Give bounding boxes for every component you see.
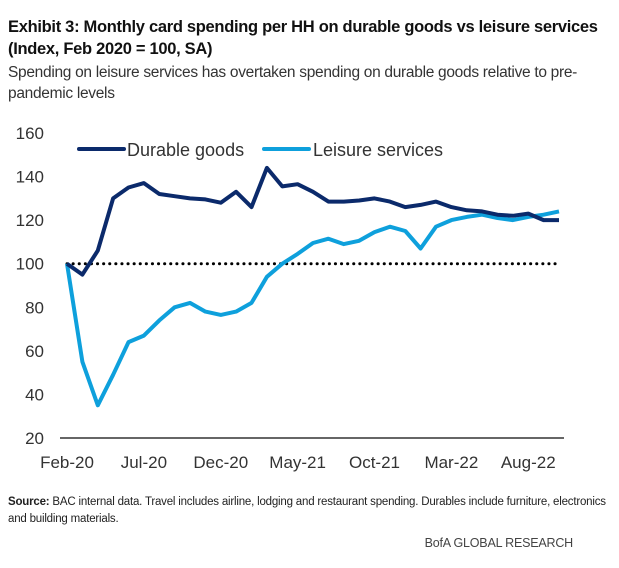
x-tick-label: Feb-20 xyxy=(40,453,94,472)
y-tick-label: 80 xyxy=(25,298,44,317)
chart-subtitle: Spending on leisure services has overtak… xyxy=(8,64,578,102)
series-line-durable-goods xyxy=(65,165,559,277)
x-tick-label: Jul-20 xyxy=(121,453,167,472)
x-tick-label: Oct-21 xyxy=(349,453,400,472)
legend-label: Durable goods xyxy=(127,140,244,160)
chart-title: Exhibit 3: Monthly card spending per HH … xyxy=(8,18,598,58)
source-label: Source: xyxy=(8,496,50,508)
y-tick-label: 120 xyxy=(16,211,44,230)
source-text: BAC internal data. Travel includes airli… xyxy=(8,496,606,525)
line-chart: 20 40 60 80 100 120 140 160 Feb-20 Jul-20 Dec-20 M… xyxy=(16,124,564,472)
y-tick-label: 100 xyxy=(16,255,44,274)
legend: Durable goods Leisure services xyxy=(77,140,443,160)
series-line-leisure-services xyxy=(65,209,560,408)
x-tick-label: Dec-20 xyxy=(193,453,248,472)
y-tick-label: 40 xyxy=(25,385,44,404)
y-tick-label: 20 xyxy=(25,429,44,448)
y-tick-label: 60 xyxy=(25,342,44,361)
x-tick-label: Mar-22 xyxy=(424,453,478,472)
x-tick-label: Aug-22 xyxy=(501,453,556,472)
legend-label: Leisure services xyxy=(313,140,443,160)
y-axis-ticks: 20 40 60 80 100 120 140 160 xyxy=(16,124,44,448)
x-tick-label: May-21 xyxy=(269,453,326,472)
x-axis-ticks: Feb-20 Jul-20 Dec-20 May-21 Oct-21 Mar-22 Aug-… xyxy=(40,453,556,472)
brand-label: BofA GLOBAL RESEARCH xyxy=(424,536,574,550)
series-group xyxy=(65,165,560,408)
source-note: Source: BAC internal data. Travel includ… xyxy=(8,494,608,528)
y-tick-label: 160 xyxy=(16,124,44,143)
y-tick-label: 140 xyxy=(16,168,44,187)
